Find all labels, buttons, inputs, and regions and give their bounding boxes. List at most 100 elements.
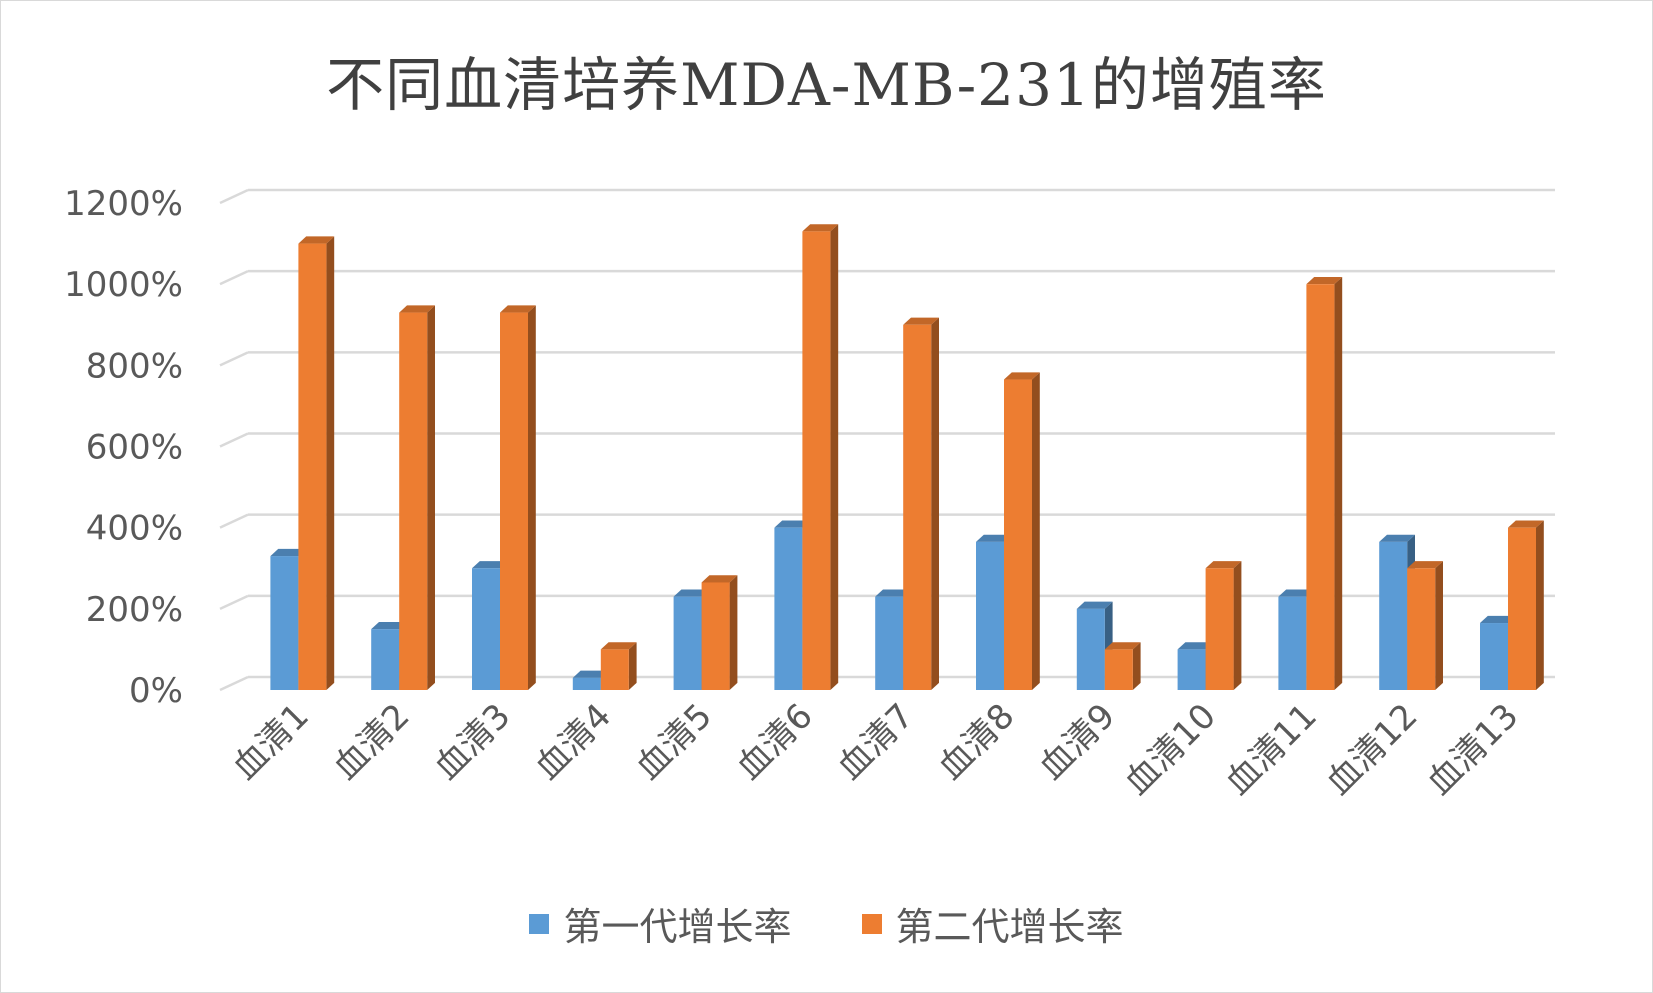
y-tick-label-4: 800%: [86, 346, 183, 386]
bar-side-2-4: [628, 642, 637, 690]
bar-top-1-3: [472, 561, 508, 569]
legend-swatch-series-2: [861, 913, 882, 934]
bar-side-2-3: [528, 305, 536, 690]
x-tick-label-8: 血清8: [931, 696, 1023, 788]
bar-top-2-9: [1104, 642, 1141, 650]
gridline-connector-0: [219, 675, 249, 692]
x-tick-label-13: 血清13: [1419, 696, 1526, 803]
bar-side-2-11: [1334, 277, 1343, 690]
bar-side-2-12: [1435, 561, 1443, 690]
legend-swatch-series-1: [529, 913, 550, 934]
legend-item-series-1: 第一代增长率: [529, 896, 792, 951]
x-tick-label-3: 血清3: [427, 696, 519, 788]
bar-series-1-13: [1480, 623, 1508, 690]
bar-series-1-10: [1177, 649, 1206, 690]
bar-top-1-10: [1177, 642, 1214, 650]
x-tick-label-1: 血清1: [225, 696, 317, 788]
bar-side-2-6: [830, 224, 839, 690]
bar-top-2-4: [600, 642, 637, 650]
bar-side-2-10: [1233, 561, 1242, 690]
bar-top-2-7: [903, 317, 939, 325]
bar-top-1-9: [1076, 601, 1113, 609]
y-tick-label-3: 600%: [86, 428, 183, 468]
x-tick-label-11: 血清11: [1218, 696, 1325, 803]
x-tick-label-6: 血清6: [729, 696, 821, 788]
bar-top-2-2: [399, 305, 435, 313]
bar-top-2-13: [1508, 520, 1544, 528]
bar-series-1-8: [976, 541, 1004, 690]
gridline-connector-6: [219, 188, 249, 205]
bar-top-1-11: [1278, 589, 1315, 597]
bar-top-1-2: [371, 621, 407, 630]
gridline-connector-3: [219, 432, 249, 448]
bar-top-2-11: [1306, 277, 1343, 285]
bar-side-2-2: [427, 305, 435, 690]
y-tick-label-5: 1000%: [64, 265, 183, 305]
x-tick-label-2: 血清2: [326, 696, 418, 788]
bar-series-2-3: [500, 312, 528, 690]
bar-series-1-4: [572, 677, 601, 690]
bar-series-2-9: [1104, 649, 1133, 690]
bar-series-1-9: [1076, 608, 1105, 690]
bar-side-2-8: [1032, 372, 1040, 690]
y-tick-label-1: 200%: [86, 590, 183, 630]
gridline-connector-5: [219, 270, 249, 286]
bar-series-2-5: [701, 582, 730, 690]
bar-series-2-8: [1004, 379, 1032, 690]
bar-top-2-5: [701, 575, 738, 583]
bar-top-1-8: [976, 534, 1012, 542]
bar-series-2-7: [903, 324, 932, 690]
bar-series-1-3: [472, 568, 500, 690]
bar-top-2-12: [1407, 561, 1443, 569]
bar-series-1-11: [1278, 596, 1307, 690]
bar-series-1-6: [774, 527, 803, 690]
bar-series-2-11: [1306, 284, 1335, 690]
bar-side-2-7: [931, 317, 939, 690]
bar-top-2-1: [298, 236, 335, 244]
y-tick-label-2: 400%: [86, 509, 183, 549]
bar-top-1-5: [673, 589, 710, 597]
bar-side-2-13: [1536, 520, 1544, 690]
x-tick-label-9: 血清9: [1031, 696, 1123, 788]
y-tick-label-0: 0%: [129, 671, 183, 711]
bar-series-2-12: [1407, 568, 1436, 690]
bar-top-1-6: [774, 520, 811, 528]
bar-series-1-7: [875, 596, 904, 690]
bar-series-2-13: [1508, 527, 1536, 690]
x-tick-label-10: 血清10: [1117, 696, 1224, 803]
gridline-connector-4: [219, 351, 249, 367]
chart-title: 不同血清培养MDA-MB-231的增殖率: [326, 51, 1327, 119]
bar-series-1-1: [270, 556, 299, 690]
y-tick-label-6: 1200%: [64, 184, 183, 224]
chart-legend: 第一代增长率 第二代增长率: [0, 896, 1653, 951]
bar-side-2-9: [1132, 642, 1141, 690]
bar-top-1-12: [1379, 534, 1415, 542]
gridline-connector-1: [219, 594, 249, 610]
bar-series-2-1: [298, 243, 327, 691]
bar-top-2-10: [1205, 561, 1242, 569]
bar-top-2-6: [802, 224, 839, 232]
x-tick-label-12: 血清12: [1319, 696, 1426, 803]
bar-series-2-10: [1205, 568, 1234, 690]
bar-top-1-1: [270, 548, 307, 557]
gridline-connector-2: [219, 513, 249, 529]
bar-series-1-5: [673, 596, 702, 690]
bar-top-2-8: [1004, 372, 1040, 380]
bar-top-1-7: [875, 589, 911, 597]
x-tick-label-7: 血清7: [830, 696, 922, 788]
legend-item-series-2: 第二代增长率: [861, 896, 1124, 951]
x-tick-label-5: 血清5: [628, 696, 720, 788]
bar-top-2-3: [500, 305, 536, 313]
bar-series-2-4: [600, 649, 629, 690]
bar-series-1-12: [1379, 541, 1408, 690]
x-tick-label-4: 血清4: [527, 696, 619, 788]
legend-label-series-2: 第二代增长率: [895, 905, 1124, 949]
bar-side-2-5: [729, 575, 738, 690]
bar-series-1-2: [371, 629, 400, 690]
legend-label-series-1: 第一代增长率: [563, 905, 792, 949]
bar-series-2-2: [399, 312, 428, 690]
bar-top-1-13: [1480, 615, 1516, 624]
bar-series-2-6: [802, 231, 831, 691]
bar-side-2-1: [326, 236, 335, 690]
